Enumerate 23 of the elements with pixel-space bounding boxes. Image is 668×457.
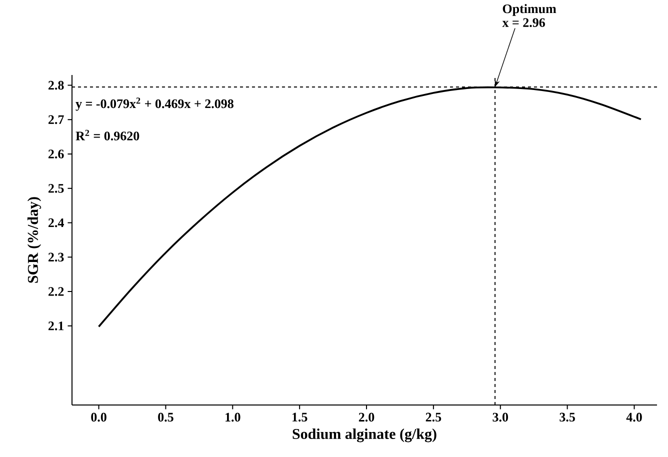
x-tick-label: 3.0 [492, 412, 508, 422]
y-tick-label: 2.5 [48, 184, 64, 193]
x-tick-label: 0.0 [91, 412, 106, 422]
y-tick-label: 2.4 [48, 218, 64, 228]
x-tick-label: 2.5 [426, 412, 442, 422]
text: x = 2.96 [502, 18, 545, 28]
y-tick-label: 2.7 [48, 115, 64, 124]
x-tick-label: 1.5 [292, 412, 308, 422]
x-axis-title: Sodium alginate (g/kg) [292, 428, 436, 442]
y-tick-label: 2.2 [48, 287, 64, 296]
y-tick-label: 2.3 [48, 252, 64, 262]
x-tick-label: 2.0 [358, 412, 374, 422]
y-axis-title: SGR (%/day) [27, 197, 42, 283]
y-tick-label: 2.1 [48, 322, 64, 330]
annotation: R$^{2}$ = 0.9620 [76, 130, 140, 140]
x-tick-label: 3.5 [560, 412, 575, 422]
y-tick-label: 2.8 [48, 80, 64, 90]
annotation: Optimum [502, 4, 556, 16]
x-tick-label: 1.0 [226, 412, 240, 422]
x-tick-label: 0.5 [158, 412, 174, 422]
y-tick-label: 2.6 [48, 150, 64, 158]
x-tick-label: 4.0 [626, 412, 642, 422]
annotation: y = -0.079x$^{2}$ + 0.469x + 2.098 [76, 98, 234, 111]
